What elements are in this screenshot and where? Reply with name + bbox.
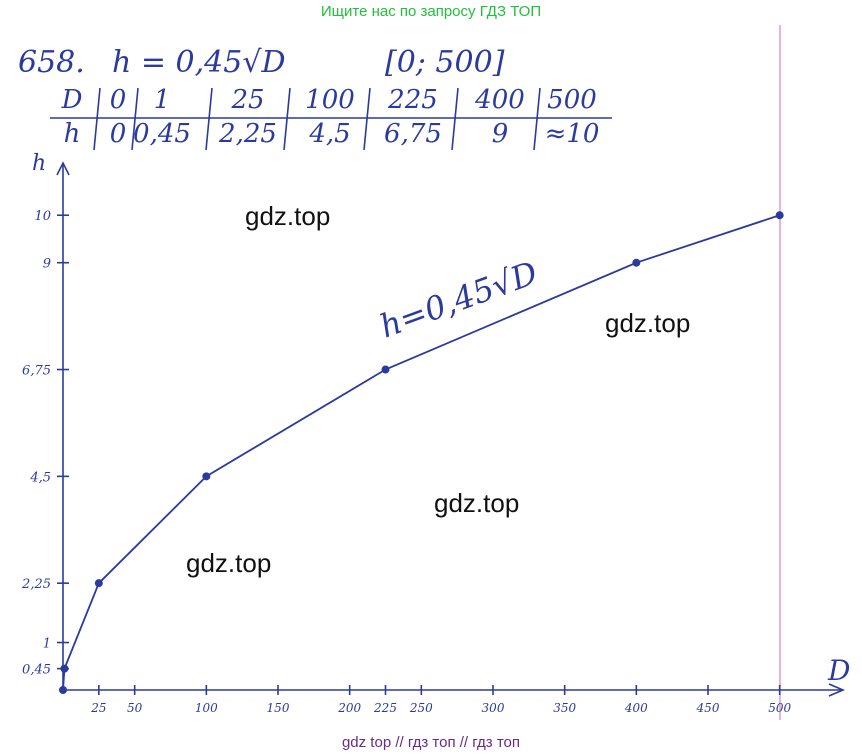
- x-tick-label: 350: [553, 701, 576, 715]
- point: [94, 579, 103, 588]
- x-axis-label: D: [827, 654, 850, 687]
- table-cell: 1: [154, 85, 171, 115]
- table-separator: [533, 87, 541, 151]
- chart: Dh 25 50 100 150 200 225 250 300 350 400 450 500 0,45…: [21, 151, 850, 715]
- point: [632, 258, 641, 267]
- y-tick-label: 6,75: [22, 364, 51, 379]
- table-separator: [131, 87, 139, 151]
- problem-formula: h = 0,45√D: [112, 45, 286, 80]
- footer: gdz top // гдз топ // гдз топ: [342, 734, 520, 751]
- x-tick-label: 400: [624, 701, 648, 715]
- x-tick-label: 300: [482, 701, 505, 715]
- table-cell: ≈10: [545, 119, 600, 149]
- table-cell: 6,75: [384, 119, 442, 149]
- table-cell: 100: [305, 85, 355, 115]
- table-cell: 25: [230, 85, 264, 115]
- x-tick-label: 450: [696, 701, 720, 715]
- table-cell: 0,45: [133, 119, 191, 149]
- watermark: gdz.top: [245, 201, 330, 231]
- table-cell: 0: [110, 119, 127, 149]
- y-tick-label: 2,25: [21, 577, 51, 592]
- point: [59, 686, 67, 694]
- watermark: gdz.top: [605, 308, 690, 338]
- point: [775, 211, 784, 220]
- y-tick-label: 10: [34, 209, 51, 224]
- y-tick-label: 1: [43, 637, 51, 652]
- table-separator: [93, 87, 101, 151]
- y-arrow: [56, 161, 70, 176]
- table-separator: [205, 87, 213, 151]
- table-cell: 4,5: [308, 119, 350, 149]
- table-cell: 500: [547, 85, 597, 115]
- curve-annotation: h=0,45√D: [375, 253, 543, 345]
- x-tick-label: 500: [768, 701, 791, 715]
- problem-number: 658.: [18, 45, 85, 80]
- table-separator: [283, 87, 291, 151]
- x-tick-label: 25: [90, 701, 106, 715]
- x-tick-label: 150: [267, 701, 290, 715]
- watermark: gdz.top: [434, 488, 519, 518]
- table-separator: [451, 87, 459, 151]
- table-cell: h: [64, 119, 81, 149]
- banner: Ищите нас по запросу ГДЗ ТОП: [321, 3, 541, 20]
- y-tick-label: 4,5: [29, 470, 51, 485]
- point: [60, 664, 69, 673]
- table-cell: 0: [110, 85, 127, 115]
- x-tick-label: 50: [127, 701, 143, 715]
- watermark: gdz.top: [186, 548, 271, 578]
- table-cell: 9: [492, 119, 509, 149]
- x-tick-label: 100: [195, 701, 218, 715]
- x-arrow: [828, 683, 846, 697]
- value-table: D 0 1 25 100 225 400 500 h 0 0,45 2,25 4,5 6,75 9 ≈10: [50, 85, 612, 151]
- table-cell: 2,25: [218, 119, 277, 149]
- point: [202, 472, 211, 481]
- x-tick-label: 225: [373, 701, 397, 715]
- x-tick-label: 250: [409, 701, 433, 715]
- curve: [62, 214, 780, 691]
- y-tick-label: 9: [43, 257, 51, 272]
- y-tick-label: 0,45: [22, 663, 51, 678]
- table-separator: [363, 87, 371, 151]
- problem-interval: [0; 500]: [385, 45, 505, 80]
- table-cell: 400: [474, 85, 525, 115]
- table-cell: D: [61, 85, 83, 115]
- table-cell: 225: [387, 85, 438, 115]
- point: [381, 365, 390, 374]
- x-tick-label: 200: [337, 701, 361, 715]
- y-axis-label: h: [32, 151, 46, 176]
